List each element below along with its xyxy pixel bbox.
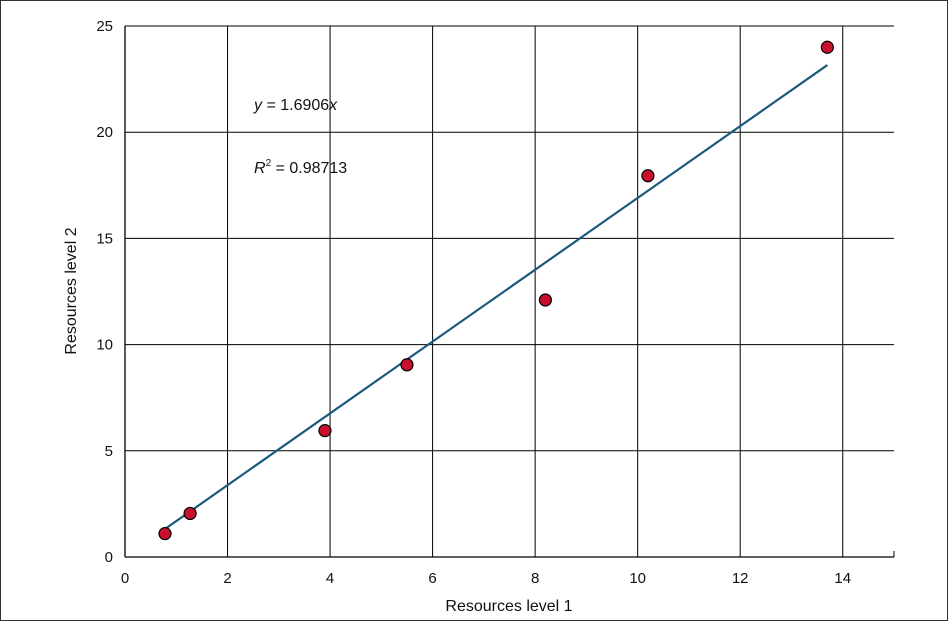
data-point [538, 293, 552, 307]
data-point [641, 169, 655, 183]
r-squared-op: = [271, 160, 289, 177]
grid [125, 25, 894, 557]
x-tick-label: 0 [121, 570, 129, 587]
x-tick-labels: 0 2 4 6 8 10 12 14 [121, 570, 851, 587]
y-tick-label: 5 [105, 443, 113, 460]
data-point [158, 527, 172, 541]
y-tick-label: 0 [105, 549, 113, 566]
y-tick-label: 10 [96, 337, 113, 354]
equation-op: = [262, 97, 280, 114]
y-axis-title: Resources level 2 [63, 227, 80, 354]
axes [124, 26, 895, 558]
data-points [158, 40, 834, 541]
x-tick-label: 4 [326, 570, 334, 587]
equation-annotation: y = 1.6906x [253, 97, 338, 114]
x-tick-label: 8 [531, 570, 539, 587]
r-squared-annotation: R2 = 0.98713 [254, 158, 347, 177]
x-axis-title: Resources level 1 [445, 598, 572, 615]
r-squared-lhs: R [254, 160, 266, 177]
y-tick-label: 20 [96, 124, 113, 141]
x-tick-label: 12 [732, 570, 749, 587]
data-point [183, 506, 197, 521]
data-point [820, 40, 834, 54]
trendline-group [160, 64, 828, 533]
x-tick-label: 2 [223, 570, 231, 587]
data-point [400, 358, 414, 372]
equation-lhs: y [253, 97, 263, 114]
equation-var: x [328, 97, 338, 114]
data-point [318, 424, 332, 438]
x-tick-label: 14 [834, 570, 851, 587]
equation-value: 1.6906 [280, 97, 329, 114]
trendline [160, 64, 828, 533]
y-tick-labels: 0 5 10 15 20 25 [96, 18, 113, 566]
x-tick-label: 10 [629, 570, 646, 587]
r-squared-sup: 2 [266, 158, 272, 169]
y-tick-label: 15 [96, 230, 113, 247]
x-tick-label: 6 [428, 570, 436, 587]
y-tick-label: 25 [96, 18, 113, 35]
r-squared-value: 0.98713 [289, 160, 347, 177]
